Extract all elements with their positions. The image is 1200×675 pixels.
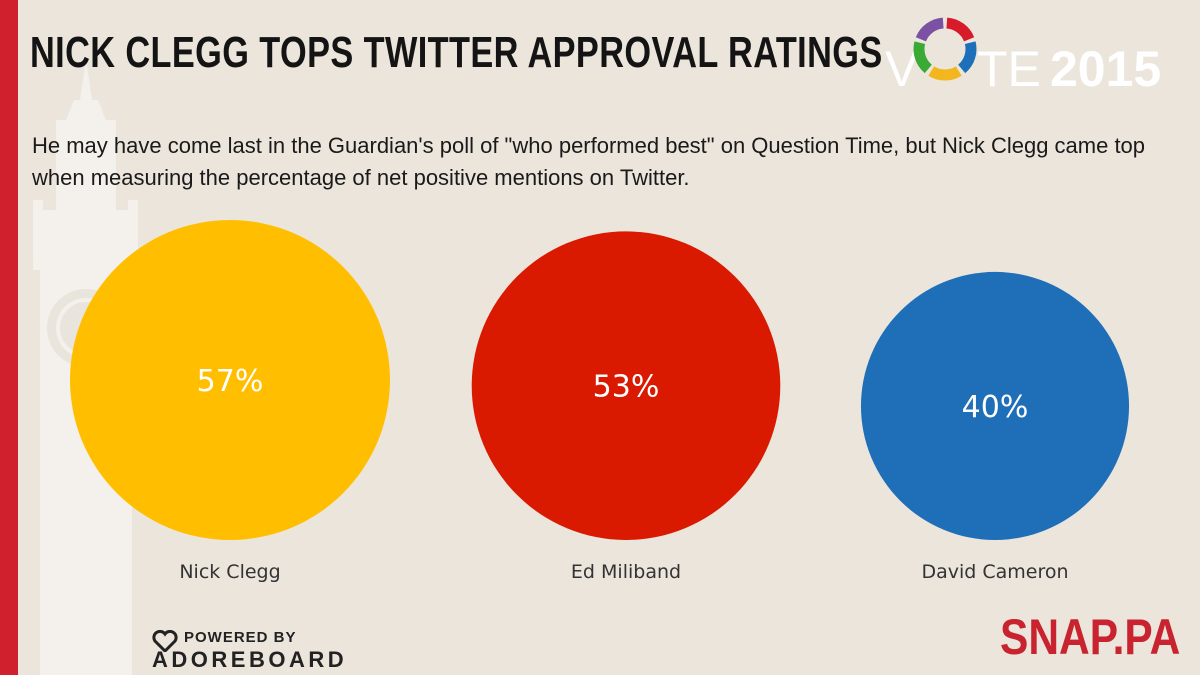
vote-ring-segment [915,17,944,42]
bubble-value-label: 57% [197,364,264,399]
bubble-nick-clegg [70,220,390,540]
vote-ring-segment [946,17,975,42]
vote-logo-v: V [885,41,919,97]
vote-ring-segment [928,66,962,81]
bubble-david-cameron [860,271,1130,540]
bubble-value-label: 40% [962,390,1029,425]
bubble-value-label: 53% [593,370,660,405]
vote-ring-segment [913,41,933,74]
vote-logo-year: 2015 [1050,41,1162,97]
bubble-ed-miliband [471,231,781,540]
adoreboard-wordmark: ADOREBOARD [152,647,348,672]
snap-pa-logo: SNAP.PA [1000,609,1181,665]
heart-icon [152,630,178,652]
left-accent-stripe [0,0,18,675]
powered-by-label: POWERED BY [184,629,297,646]
bubble-category-label: David Cameron [921,561,1068,583]
chart-subtitle: He may have come last in the Guardian's … [32,133,1146,190]
vote-ring-segment [957,41,977,74]
vote-logo-te: TE [977,41,1041,97]
page-title: NICK CLEGG TOPS TWITTER APPROVAL RATINGS [30,28,883,77]
vote-2015-logo: V TE 2015 [885,14,1185,104]
bubble-category-label: Nick Clegg [179,561,280,583]
powered-by-adoreboard: POWERED BY ADOREBOARD [150,628,410,672]
vote-ring-icon [913,17,977,81]
bubble-category-label: Ed Miliband [571,561,681,583]
